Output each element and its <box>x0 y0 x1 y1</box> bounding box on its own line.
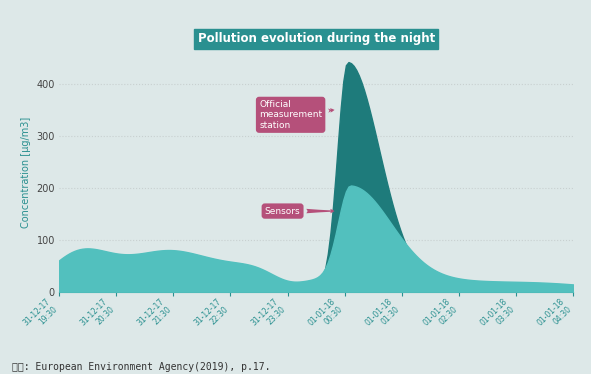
Text: Pollution evolution during the night: Pollution evolution during the night <box>197 32 435 45</box>
Text: 자료: European Environment Agency(2019), p.17.: 자료: European Environment Agency(2019), p… <box>12 362 270 372</box>
Text: Sensors: Sensors <box>265 206 335 215</box>
Text: Official
measurement
station: Official measurement station <box>259 100 335 130</box>
Y-axis label: Concentration [μg/m3]: Concentration [μg/m3] <box>21 116 31 228</box>
